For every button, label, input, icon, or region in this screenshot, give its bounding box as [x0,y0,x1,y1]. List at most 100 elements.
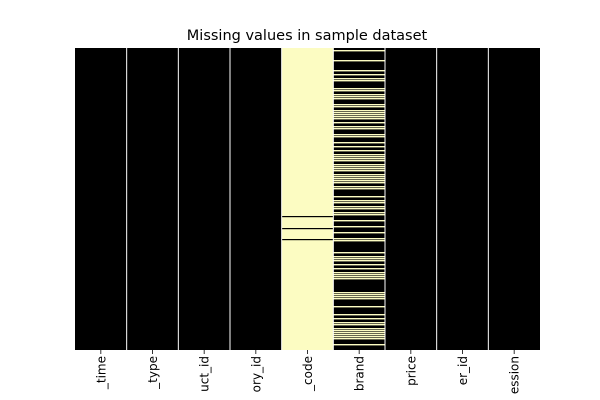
heatmap-cell [333,50,385,52]
heatmap-cell [333,344,385,346]
column-separator [177,48,179,350]
heatmap-cell [333,336,385,338]
x-tick-label: _time [94,356,108,390]
heatmap-cell [333,206,385,208]
column-separator [126,48,128,350]
heatmap-cell [333,156,385,158]
heatmap-cell [333,258,385,260]
heatmap-cell [333,136,385,138]
heatmap-cell [333,134,385,136]
x-tick-label: ory_id [249,356,263,392]
heatmap-cell [333,176,385,178]
heatmap-cell [281,239,334,241]
heatmap-cell [333,294,385,296]
heatmap-cell [333,118,385,120]
x-tick-label: ession [508,356,522,394]
heatmap-cell [333,142,385,144]
heatmap-cell [333,292,385,294]
heatmap-cell [333,80,385,82]
heatmap-cell [333,126,385,128]
x-tick-label: _code [301,356,315,392]
heatmap-cell [333,164,385,166]
x-tick-label: price [404,356,418,386]
x-tick-labels: _time _type uct_id ory_id _code brand price er_… [94,350,522,394]
heatmap-cell [333,160,385,162]
heatmap-cell [333,202,385,204]
heatmap-cell [333,334,385,336]
heatmap-cell [333,146,385,148]
heatmap-column [333,48,385,350]
heatmap-cell [333,170,385,172]
heatmap-cell [333,260,385,262]
heatmap-cell [333,268,385,270]
heatmap-cell [333,264,385,266]
heatmap-cell [333,188,385,190]
heatmap-cell [333,122,385,124]
heatmap-cell [333,252,385,254]
heatmap-cell [333,322,385,324]
heatmap-cell [333,114,385,116]
heatmap-cell [333,296,385,298]
heatmap-cell [333,212,385,214]
heatmap-cell [333,60,385,62]
heatmap-cell [333,232,385,234]
x-tick-label: uct_id [198,356,212,392]
heatmap-cell [333,116,385,118]
heatmap-column [75,48,127,350]
heatmap-column [488,48,540,350]
heatmap-cell [333,88,385,90]
heatmap-cell [333,298,385,300]
column-separator [281,48,283,350]
heatmap-cells [75,48,540,350]
heatmap-cell [281,216,334,218]
heatmap-cell [333,150,385,152]
column-separator [229,48,231,350]
column-separator [436,48,438,350]
heatmap-cell [333,330,385,332]
heatmap-cell [333,96,385,98]
heatmap-cell [333,174,385,176]
heatmap-cell [333,274,385,276]
heatmap-cell [333,104,385,106]
column-separator [332,48,334,350]
heatmap-cell [333,338,385,340]
heatmap-cell [333,168,385,170]
heatmap-column [126,48,179,350]
heatmap-cell [333,186,385,188]
heatmap-cell [333,324,385,326]
heatmap-cell [333,166,385,168]
heatmap-cell [333,226,385,228]
heatmap-cell [333,196,385,198]
heatmap-cell [333,154,385,156]
heatmap-cell [333,112,385,114]
heatmap-cell [333,214,385,216]
heatmap-cell [333,318,385,320]
heatmap-cell [333,70,385,72]
chart-title: Missing values in sample dataset [187,28,428,44]
heatmap-cell [333,332,385,334]
heatmap-column [178,48,230,350]
heatmap-cell [333,238,385,240]
heatmap-cell [333,240,385,242]
heatmap-cell [333,90,385,92]
x-tick-label: er_id [456,356,470,385]
heatmap-cell [333,110,385,112]
heatmap-cell [333,220,385,222]
heatmap-cell [281,228,334,230]
heatmap-cell [333,128,385,130]
heatmap-cell [333,278,385,280]
heatmap-cell [333,256,385,258]
heatmap-column [436,48,489,350]
x-tick-label: brand [353,356,367,391]
heatmap-cell [333,182,385,184]
heatmap-cell [333,106,385,108]
heatmap-cell [333,314,385,316]
heatmap-cell [333,208,385,210]
heatmap-cell [333,158,385,160]
heatmap-cell [333,328,385,330]
heatmap-cell [333,94,385,96]
column-separator [384,48,386,350]
heatmap-cell [333,180,385,182]
heatmap-column [230,48,282,350]
